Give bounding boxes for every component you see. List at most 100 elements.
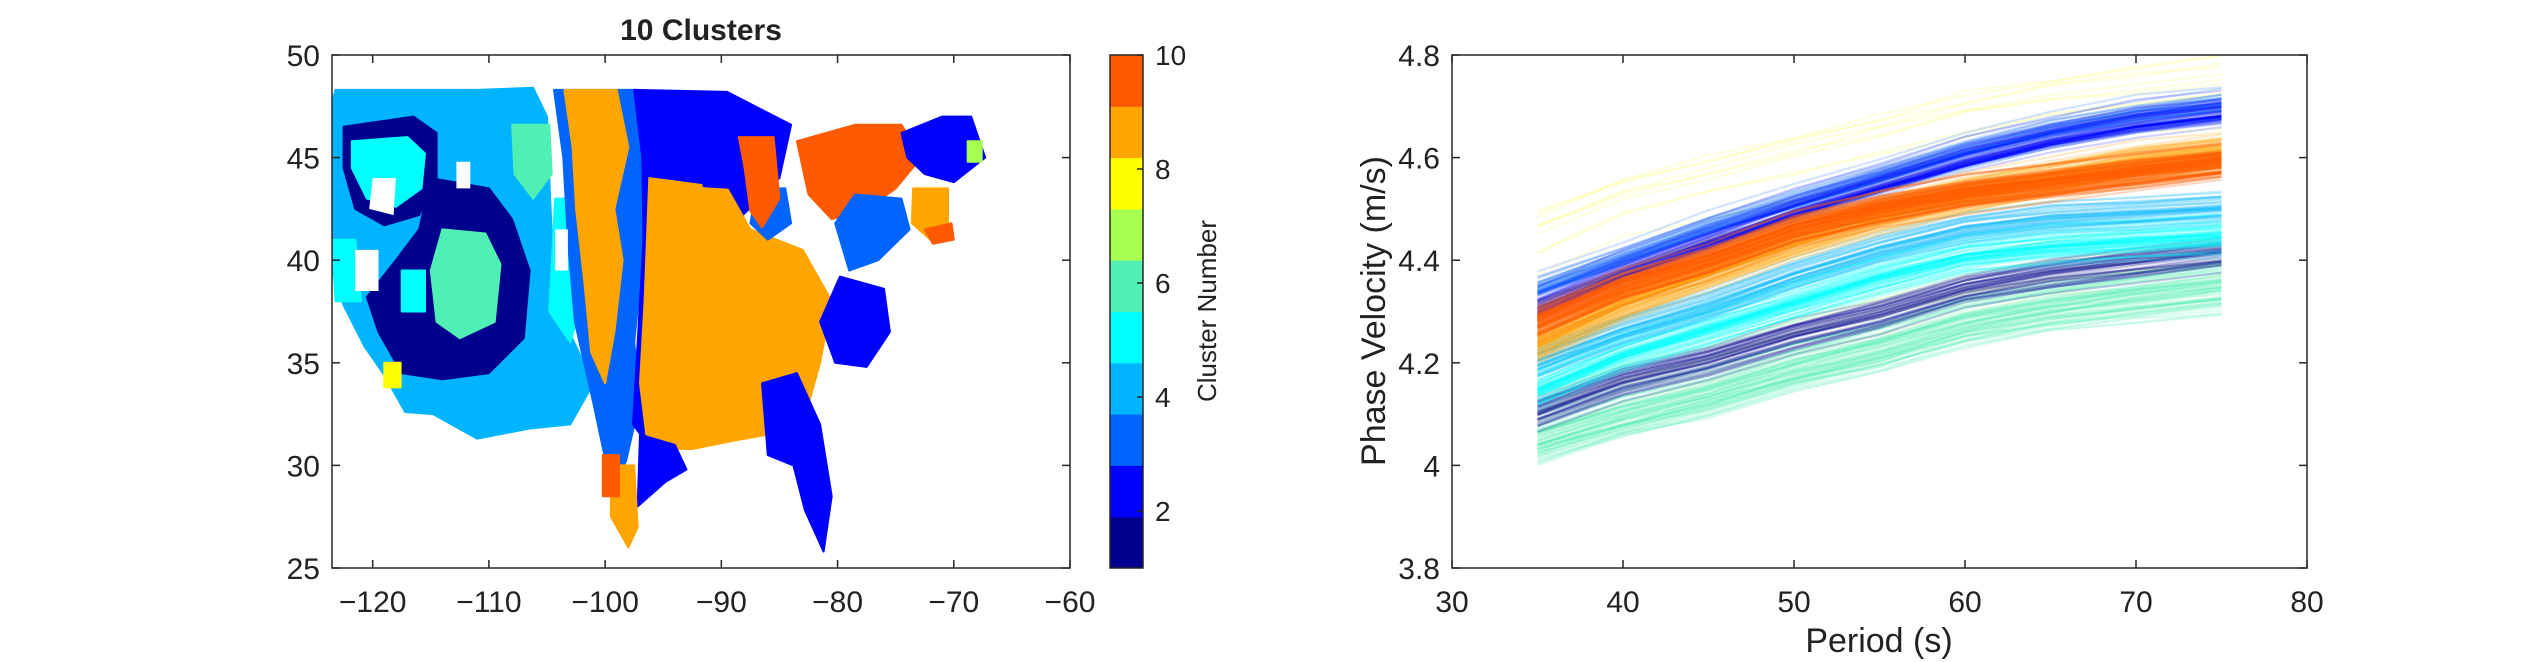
dispersion-curve [1537,292,2222,455]
dispersion-curve [1537,104,2222,293]
cluster-region [761,372,833,553]
dispersion-curve [1537,159,2222,319]
colorbar-swatch [1110,55,1143,107]
dispersion-curve [1537,150,2222,337]
dispersion-curve [1537,166,2222,355]
colorbar-ticks: 2 4 6 8 10 [1137,40,1186,527]
dispersion-curve [1537,286,2222,447]
line-x-tick-label: 70 [2119,586,2152,619]
dispersion-curve [1537,122,2222,309]
dispersion-curve [1537,196,2222,353]
dispersion-curve [1537,215,2222,371]
dispersion-curve [1537,166,2222,334]
dispersion-curve [1537,105,2222,293]
dispersion-curve [1537,281,2222,436]
cluster-region [795,123,923,221]
dispersion-curve [1537,275,2222,437]
dispersion-curve [1537,110,2222,311]
map-regions [332,86,987,553]
dispersion-curve [1537,166,2222,330]
dispersion-curve [1537,103,2222,292]
line-x-tick-label: 60 [1948,586,1981,619]
dispersion-curve [1537,150,2222,310]
dispersion-curve [1537,286,2222,447]
dispersion-curve [1537,166,2222,350]
dispersion-curve [1537,154,2222,345]
dispersion-curve [1537,145,2222,338]
dispersion-curve [1537,191,2222,348]
dispersion-curve [1537,145,2222,344]
dispersion-curve [1537,151,2222,313]
dispersion-curve [1537,154,2222,321]
dispersion-curve [1537,195,2222,352]
dispersion-curve [1537,99,2222,284]
dispersion-curve [1537,113,2222,311]
dispersion-curve [1537,156,2222,320]
map-y-tick-label: 40 [287,245,320,278]
dispersion-curve [1537,105,2222,302]
dispersion-curve [1537,296,2222,451]
dispersion-curve [1537,278,2222,436]
dispersion-curve [1537,102,2222,293]
dispersion-curve [1537,153,2222,315]
dispersion-curve [1537,157,2222,316]
dispersion-curve [1537,245,2222,396]
colorbar-label: Cluster Number [1192,220,1222,402]
dispersion-curve [1537,178,2222,345]
dispersion-curve [1537,151,2222,344]
dispersion-curve [1537,221,2222,382]
dispersion-curve [1537,236,2222,394]
colorbar-swatch [1110,414,1143,466]
dispersion-curve [1537,109,2222,294]
dispersion-curve [1537,117,2222,305]
dispersion-curve [1537,237,2222,397]
map-x-tick-label: −100 [571,586,639,619]
dispersion-curve [1537,101,2222,302]
dispersion-curve [1537,247,2222,408]
dispersion-curve [1537,126,2222,322]
dispersion-curve [1537,151,2222,343]
dispersion-curve [1537,190,2222,347]
dispersion-curve [1537,161,2222,326]
dispersion-curve [1537,103,2222,288]
dispersion-curve [1537,151,2222,317]
dispersion-curve [1537,155,2222,351]
dispersion-curve [1537,152,2222,311]
dispersion-curve [1537,232,2222,391]
dispersion-curve [1537,218,2222,378]
dispersion-curve [1537,115,2222,314]
dispersion-curve [1537,250,2222,412]
dispersion-curve [1537,298,2222,451]
dispersion-curve [1537,239,2222,396]
dispersion-curve [1537,289,2222,445]
dispersion-curve [1537,300,2222,457]
dispersion-curve [1537,243,2222,402]
dispersion-curve [1537,93,2222,254]
dispersion-curve [1537,301,2222,464]
dispersion-curve [1537,226,2222,376]
dispersion-curve [1537,173,2222,336]
dispersion-curve [1537,239,2222,396]
cluster-region [601,454,621,498]
dispersion-curve [1537,249,2222,408]
dispersion-curve [1537,101,2222,291]
dispersion-curve [1537,158,2222,318]
dispersion-curve [1537,249,2222,416]
dispersion-curve [1537,160,2222,319]
line-y-tick-label: 4.2 [1398,348,1440,381]
dispersion-curve [1537,234,2222,390]
dispersion-curve [1537,207,2222,359]
line-y-tick-label: 4.6 [1398,143,1440,176]
cluster-region [511,123,553,200]
dispersion-curve [1537,117,2222,308]
dispersion-curve [1537,157,2222,347]
dispersion-curve [1537,105,2222,307]
dispersion-curve [1537,250,2222,409]
dispersion-curve [1537,172,2222,336]
dispersion-curve [1537,166,2222,328]
dispersion-curve [1537,108,2222,295]
colorbar-tick-label: 10 [1155,40,1186,71]
dispersion-curve [1537,234,2222,392]
dispersion-curve [1537,207,2222,367]
cluster-region [966,140,983,163]
